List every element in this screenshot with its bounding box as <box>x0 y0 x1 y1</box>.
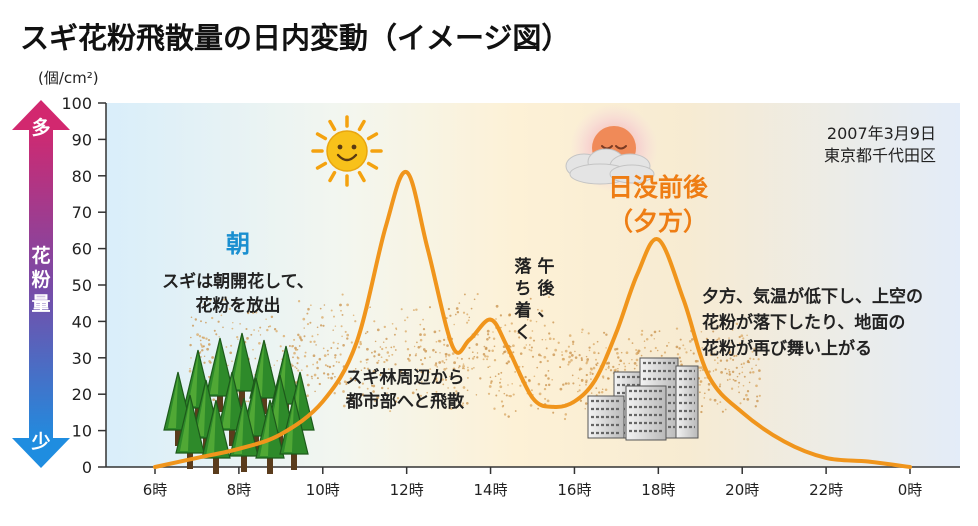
y-tick-label: 90 <box>72 130 92 149</box>
date-label: 2007年3月9日 <box>827 124 936 143</box>
y-tick-label: 50 <box>72 276 92 295</box>
location-label: 東京都千代田区 <box>824 146 936 165</box>
morning-title: 朝 <box>226 230 250 258</box>
y-axis-label: 花粉量 <box>31 244 50 315</box>
afternoon-text-1: 午後、 <box>538 256 556 321</box>
y-tick-label: 60 <box>72 240 92 259</box>
y-tick-label: 80 <box>72 167 92 186</box>
x-tick-label: 18時 <box>641 481 675 499</box>
y-tick-label: 10 <box>72 422 92 441</box>
x-tick-label: 8時 <box>227 481 252 499</box>
y-tick-label: 40 <box>72 312 92 331</box>
x-tick-label: 12時 <box>390 481 424 499</box>
arrow-top-label: 多 <box>31 116 50 139</box>
morning-text-1: スギは朝開花して、 <box>162 271 314 292</box>
arrow-bottom-label: 少 <box>30 431 50 453</box>
x-ticks: 6時 8時 10時 12時 14時 16時 18時 20時 22時 0時 <box>143 467 923 499</box>
forest-text-1: スギ林周辺から <box>346 367 465 388</box>
x-tick-label: 10時 <box>306 481 340 499</box>
x-tick-label: 16時 <box>557 481 591 499</box>
amount-arrow: 多 少 花粉量 <box>12 100 70 468</box>
x-tick-label: 22時 <box>809 481 843 499</box>
y-tick-label: 30 <box>72 349 92 368</box>
x-tick-label: 0時 <box>898 481 923 499</box>
y-tick-label: 0 <box>82 458 92 477</box>
evening-text-2: 花粉が落下したり、地面の <box>702 312 905 333</box>
x-tick-label: 14時 <box>474 481 508 499</box>
y-tick-label: 70 <box>72 203 92 222</box>
forest-text-2: 都市部へと飛散 <box>345 391 465 412</box>
x-tick-label: 6時 <box>143 481 168 499</box>
chart-title: スギ花粉飛散量の日内変動（イメージ図） <box>20 21 570 55</box>
sunset-title-1: 日没前後 <box>608 173 709 202</box>
y-tick-label: 20 <box>72 385 92 404</box>
sunset-title-2: （夕方） <box>608 207 708 236</box>
evening-text-3: 花粉が再び舞い上がる <box>702 338 872 359</box>
y-ticks: 0 10 20 30 40 50 60 70 80 90 100 <box>61 94 106 477</box>
evening-text-1: 夕方、気温が低下し、上空の <box>702 286 923 307</box>
y-tick-label: 100 <box>61 94 92 113</box>
y-unit-label: (個/cm²) <box>38 69 99 87</box>
x-tick-label: 20時 <box>725 481 759 499</box>
morning-text-2: 花粉を放出 <box>196 295 281 316</box>
